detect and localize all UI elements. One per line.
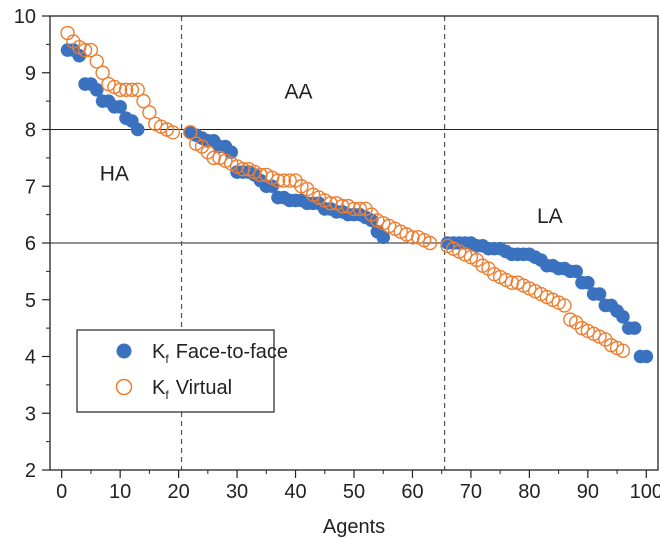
axes: 0 10 20 30 40 50 60 70 80 90 100 2 3 4 5 6 7 8 9 10 bbox=[14, 6, 660, 503]
data-point bbox=[89, 82, 104, 97]
data-point bbox=[276, 173, 292, 188]
y-tick-label: 7 bbox=[25, 176, 36, 198]
x-tick-label: 100 bbox=[630, 481, 660, 503]
y-tick-label: 4 bbox=[25, 347, 36, 369]
data-point bbox=[112, 82, 128, 97]
data-point bbox=[142, 105, 157, 120]
x-tick-label: 20 bbox=[167, 481, 189, 503]
x-tick-label: 40 bbox=[284, 481, 306, 503]
y-tick-label: 8 bbox=[25, 120, 36, 142]
legend: Kf Face-to-face Kf Virtual bbox=[76, 329, 288, 413]
data-point bbox=[130, 122, 145, 137]
x-tick-label: 70 bbox=[460, 481, 482, 503]
data-point bbox=[77, 42, 93, 58]
y-tick-label: 10 bbox=[14, 6, 36, 28]
y-tick-label: 3 bbox=[25, 403, 36, 425]
data-point bbox=[639, 349, 654, 364]
region-label-aa: AA bbox=[284, 80, 312, 103]
region-labels: HA AA LA bbox=[100, 80, 563, 228]
y-tick-label: 5 bbox=[25, 290, 36, 312]
data-point bbox=[627, 321, 642, 335]
data-point bbox=[352, 201, 368, 217]
series-virtual bbox=[60, 25, 631, 359]
x-axis-title: Agents bbox=[323, 516, 385, 538]
data-point bbox=[346, 201, 362, 217]
series-face-to-face bbox=[60, 43, 654, 364]
legend-label: Kf Face-to-face bbox=[152, 341, 288, 366]
data-point bbox=[615, 343, 631, 359]
data-point bbox=[581, 275, 595, 290]
x-tick-label: 90 bbox=[577, 481, 599, 503]
y-tick-label: 6 bbox=[25, 233, 36, 255]
data-point bbox=[270, 173, 286, 188]
data-point bbox=[376, 230, 391, 245]
data-point bbox=[557, 298, 572, 313]
y-tick-label: 2 bbox=[25, 460, 36, 482]
x-tick-label: 80 bbox=[518, 481, 540, 503]
data-point bbox=[113, 100, 127, 114]
data-point bbox=[282, 173, 297, 188]
data-point bbox=[83, 42, 99, 58]
data-point bbox=[592, 287, 607, 301]
data-point bbox=[124, 82, 140, 97]
data-point bbox=[224, 145, 239, 159]
data-point bbox=[422, 235, 438, 251]
x-tick-label: 10 bbox=[109, 481, 131, 503]
x-tick-label: 50 bbox=[343, 481, 365, 503]
x-tick-label: 30 bbox=[226, 481, 248, 503]
data-point bbox=[183, 125, 198, 140]
legend-marker bbox=[115, 378, 133, 396]
data-point bbox=[130, 82, 145, 97]
data-point bbox=[136, 93, 151, 109]
data-point bbox=[165, 125, 180, 140]
x-tick-label: 60 bbox=[401, 481, 423, 503]
y-tick-label: 9 bbox=[25, 63, 36, 85]
series-points bbox=[60, 25, 654, 364]
data-point bbox=[118, 82, 134, 97]
data-point bbox=[569, 264, 583, 279]
x-tick-label: 0 bbox=[56, 481, 67, 503]
legend-marker bbox=[116, 343, 132, 359]
data-point bbox=[616, 309, 630, 324]
region-label-la: LA bbox=[537, 205, 563, 228]
data-point bbox=[95, 65, 110, 80]
legend-label: Kf Virtual bbox=[152, 377, 232, 402]
data-point bbox=[89, 54, 104, 69]
legend-box bbox=[76, 329, 275, 413]
region-label-ha: HA bbox=[100, 163, 129, 186]
